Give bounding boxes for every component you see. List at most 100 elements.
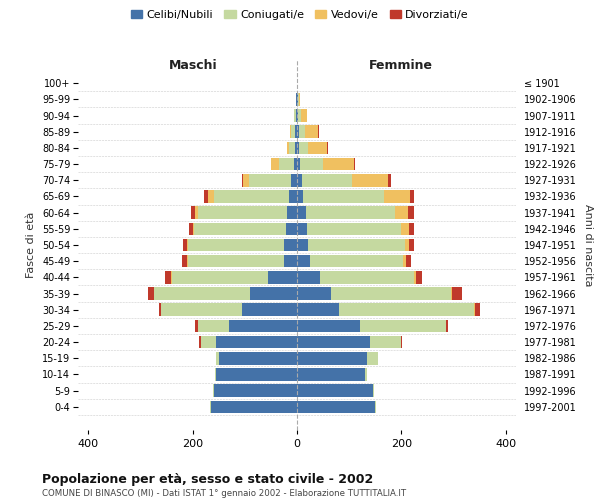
Bar (416, 271, 422, 283)
Bar (297, 222, 307, 235)
Bar (331, 287, 451, 300)
Bar (305, 126, 318, 138)
Bar (196, 206, 198, 219)
Bar (297, 271, 320, 283)
Bar (318, 126, 319, 138)
Legend: Celibi/Nubili, Coniugati/e, Vedovi/e, Divorziati/e: Celibi/Nubili, Coniugati/e, Vedovi/e, Di… (127, 6, 473, 25)
Bar (446, 320, 448, 332)
Bar (297, 109, 298, 122)
Bar (297, 400, 375, 413)
Bar (296, 109, 297, 122)
Bar (373, 384, 374, 397)
Bar (308, 238, 405, 252)
Bar (289, 190, 297, 203)
Bar (297, 174, 302, 186)
Bar (216, 352, 219, 364)
Bar (291, 126, 295, 138)
Bar (208, 190, 214, 203)
Bar (159, 304, 161, 316)
Bar (290, 126, 291, 138)
Bar (297, 368, 365, 381)
Bar (303, 190, 384, 203)
Bar (401, 336, 403, 348)
Bar (297, 206, 307, 219)
Bar (295, 109, 296, 122)
Bar (187, 238, 188, 252)
Bar (310, 255, 403, 268)
Text: Popolazione per età, sesso e stato civile - 2002: Popolazione per età, sesso e stato civil… (42, 472, 373, 486)
Bar (384, 190, 410, 203)
Bar (198, 320, 229, 332)
Bar (401, 222, 409, 235)
Bar (308, 142, 327, 154)
Bar (388, 174, 391, 186)
Bar (287, 142, 289, 154)
Bar (183, 238, 187, 252)
Bar (339, 304, 474, 316)
Bar (191, 206, 196, 219)
Bar (204, 190, 208, 203)
Bar (365, 368, 367, 381)
Bar (297, 352, 367, 364)
Bar (327, 142, 328, 154)
Bar (165, 271, 172, 283)
Bar (212, 384, 214, 397)
Bar (242, 174, 243, 186)
Bar (249, 174, 291, 186)
Bar (287, 206, 297, 219)
Bar (352, 174, 388, 186)
Bar (271, 158, 279, 170)
Bar (302, 174, 352, 186)
Bar (297, 126, 299, 138)
Bar (295, 126, 297, 138)
Bar (299, 93, 300, 106)
Bar (475, 304, 480, 316)
Bar (307, 222, 401, 235)
Bar (214, 190, 289, 203)
Bar (172, 271, 268, 283)
Bar (409, 238, 415, 252)
Bar (216, 336, 297, 348)
Bar (291, 174, 297, 186)
Bar (250, 287, 297, 300)
Bar (406, 255, 411, 268)
Bar (370, 336, 401, 348)
Bar (403, 255, 406, 268)
Text: COMUNE DI BINASCO (MI) - Dati ISTAT 1° gennaio 2002 - Elaborazione TUTTITALIA.IT: COMUNE DI BINASCO (MI) - Dati ISTAT 1° g… (42, 489, 406, 498)
Bar (161, 304, 242, 316)
Bar (284, 238, 297, 252)
Bar (452, 287, 462, 300)
Bar (299, 158, 323, 170)
Bar (243, 174, 249, 186)
Bar (297, 142, 299, 154)
Bar (219, 352, 297, 364)
Bar (298, 109, 301, 122)
Bar (229, 320, 297, 332)
Bar (187, 255, 284, 268)
Bar (320, 271, 415, 283)
Bar (299, 126, 305, 138)
Bar (279, 158, 295, 170)
Bar (307, 206, 395, 219)
Bar (188, 222, 193, 235)
Bar (299, 142, 308, 154)
Bar (242, 304, 297, 316)
Bar (359, 320, 446, 332)
Text: Maschi: Maschi (169, 59, 217, 72)
Bar (200, 336, 216, 348)
Bar (301, 109, 307, 122)
Bar (297, 320, 359, 332)
Bar (148, 287, 154, 300)
Bar (367, 352, 378, 364)
Bar (182, 255, 187, 268)
Bar (295, 142, 297, 154)
Bar (268, 271, 297, 283)
Bar (199, 336, 200, 348)
Bar (194, 222, 286, 235)
Bar (193, 222, 194, 235)
Bar (408, 206, 415, 219)
Bar (196, 320, 198, 332)
Y-axis label: Fasce di età: Fasce di età (26, 212, 37, 278)
Bar (323, 158, 355, 170)
Bar (297, 255, 310, 268)
